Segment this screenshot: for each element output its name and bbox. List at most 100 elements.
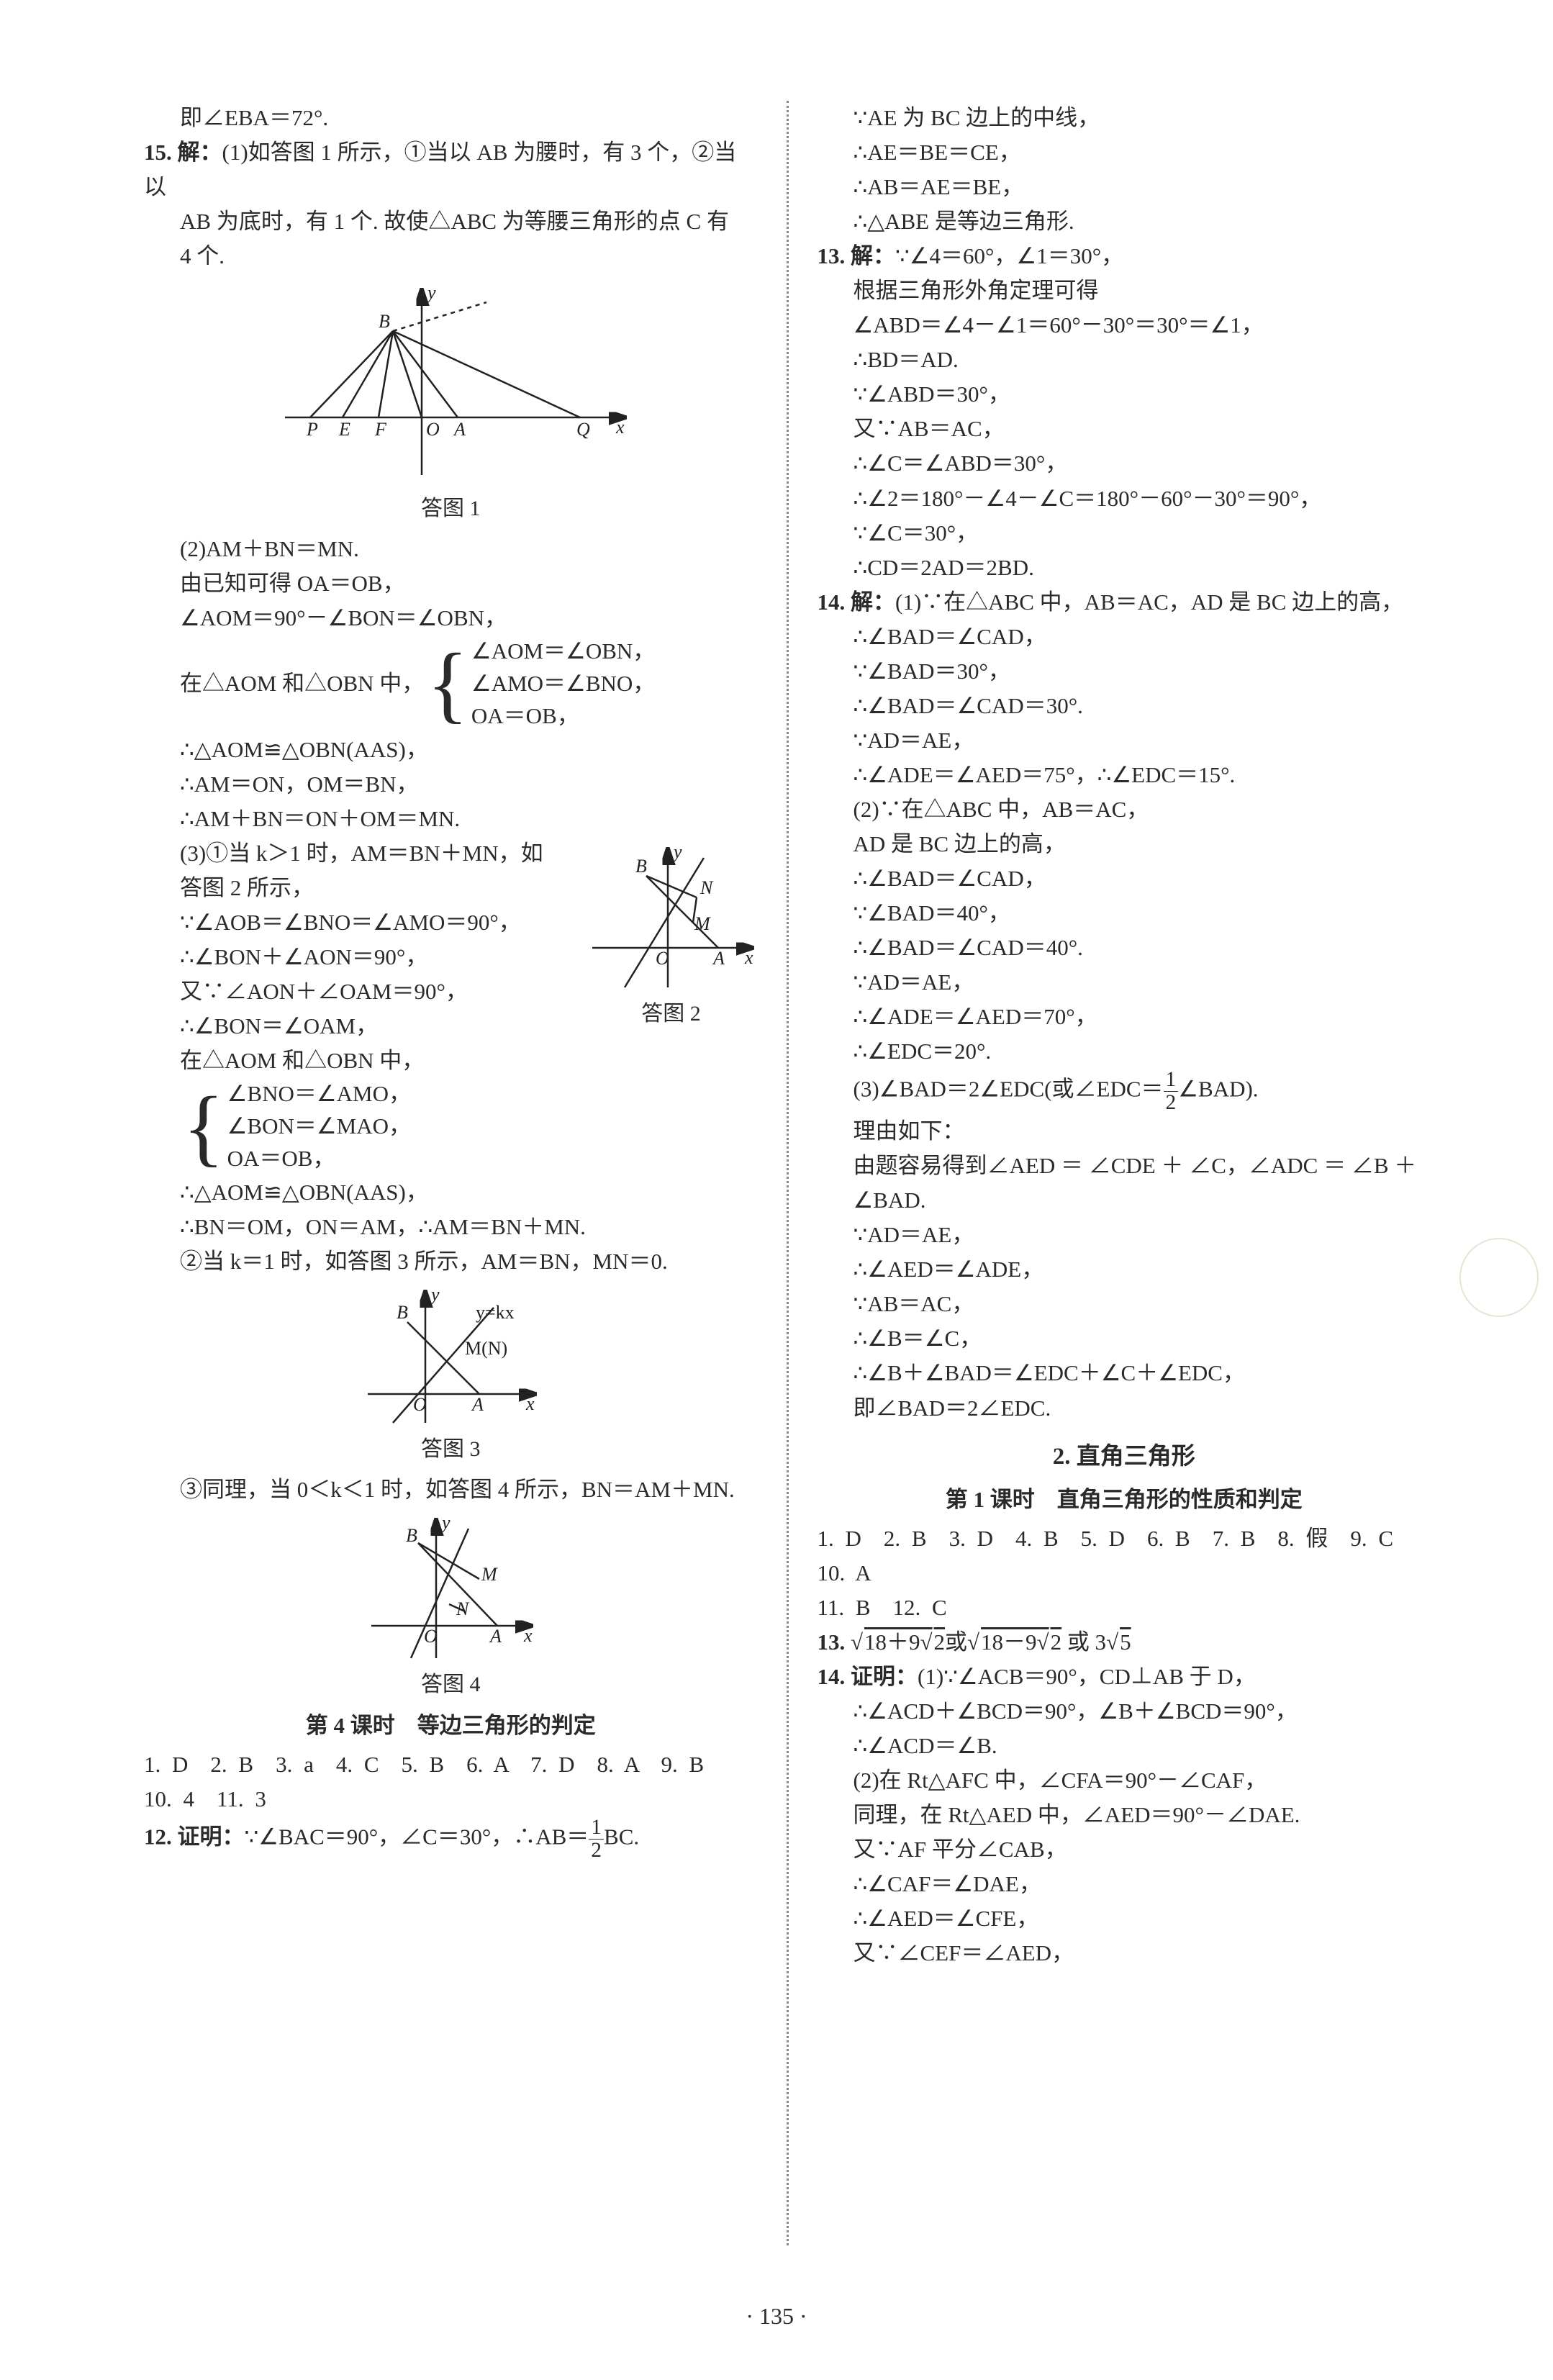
q15-2f: ∴AM＝ON，OM＝BN， [144, 767, 758, 802]
q14o: (3)∠BAD＝2∠EDC(或∠EDC＝12∠BAD). [818, 1069, 1431, 1114]
figure-1: PE FO AQ xy B [271, 281, 630, 489]
fig2-caption: 答图 2 [585, 997, 758, 1031]
q15-2b: 由已知可得 OA＝OB， [144, 566, 758, 601]
frac-half-2: 12 [1164, 1069, 1179, 1114]
page-container: 即∠EBA＝72°. 15. 解：(1)如答图 1 所示，①当以 AB 为腰时，… [144, 101, 1431, 2245]
q14b-line: 14. 证明：(1)∵∠ACB＝90°，CD⊥AB 于 D， [818, 1660, 1431, 1694]
sqrt3: 5 [1118, 1629, 1131, 1655]
q13c: ∠ABD＝∠4－∠1＝60°－30°＝30°＝∠1， [818, 308, 1431, 343]
svg-text:N: N [699, 877, 714, 898]
svg-text:y=kx: y=kx [476, 1302, 515, 1323]
q13b-or2: 或 3 [1061, 1629, 1106, 1655]
svg-text:B: B [406, 1525, 417, 1546]
right-column: ∵AE 为 BC 边上的中线， ∴AE＝BE＝CE， ∴AB＝AE＝BE， ∴△… [818, 101, 1431, 2245]
svg-text:O: O [656, 948, 669, 969]
q15-2g: ∴AM＋BN＝ON＋OM＝MN. [144, 802, 758, 836]
fig2-wrap: BN M OA xy 答图 2 [585, 836, 758, 1037]
q14i: ∴∠BAD＝∠CAD， [818, 861, 1431, 896]
q15-3j: ∴BN＝OM，ON＝AM，∴AM＝BN＋MN. [144, 1210, 758, 1244]
section4-title: 第 4 课时 等边三角形的判定 [144, 1709, 758, 1743]
q14b-b: ∴∠ACD＋∠BCD＝90°，∠B＋∠BCD＝90°， [818, 1694, 1431, 1729]
svg-text:x: x [525, 1393, 535, 1414]
q15-line1: 15. 解：(1)如答图 1 所示，①当以 AB 为腰时，有 3 个，②当以 [144, 135, 758, 204]
q14b-g: ∴∠CAF＝∠DAE， [818, 1867, 1431, 1901]
svg-text:A: A [453, 419, 466, 440]
q13f: 又∵AB＝AC， [818, 412, 1431, 446]
q15-2e: ∴△AOM≌△OBN(AAS)， [144, 733, 758, 767]
q15-1c: 4 个. [144, 239, 758, 273]
q14t: ∴∠AED＝∠ADE， [818, 1252, 1431, 1287]
r2: ∴AE＝BE＝CE， [818, 135, 1431, 170]
svg-text:E: E [338, 419, 350, 440]
q13d: ∴BD＝AD. [818, 343, 1431, 377]
q14s: ∵AD＝AE， [818, 1218, 1431, 1252]
q15-3i: ∴△AOM≌△OBN(AAS)， [144, 1175, 758, 1210]
svg-text:O: O [413, 1394, 427, 1415]
q12-text-a: ∵∠BAC＝90°，∠C＝30°，∴AB＝ [245, 1824, 589, 1850]
q15-2d-2: ∠AMO＝∠BNO， [471, 668, 655, 700]
q14b: ∴∠BAD＝∠CAD， [818, 620, 1431, 654]
section2-title: 2. 直角三角形 [818, 1439, 1431, 1475]
q13b-line: 13. √18＋9√2或√18－9√2 或 3√5 [818, 1625, 1431, 1660]
q14o-a: (3)∠BAD＝2∠EDC(或∠EDC＝ [854, 1077, 1164, 1102]
q15-3-block: (3)①当 k＞1 时，AM＝BN＋MN，如 答图 2 所示， ∵∠AOB＝∠B… [144, 836, 758, 1078]
q14x: 即∠BAD＝2∠EDC. [818, 1391, 1431, 1426]
q14w: ∴∠B＋∠BAD＝∠EDC＋∠C＋∠EDC， [818, 1356, 1431, 1390]
svg-text:O: O [426, 419, 440, 440]
q14b-d: (2)在 Rt△AFC 中，∠CFA＝90°－∠CAF， [818, 1763, 1431, 1798]
svg-text:M: M [694, 913, 711, 934]
q12-line: 12. 证明：∵∠BAC＝90°，∠C＝30°，∴AB＝12BC. [144, 1816, 758, 1862]
r4: ∴△ABE 是等边三角形. [818, 204, 1431, 239]
q14b-a: (1)∵∠ACB＝90°，CD⊥AB 于 D， [918, 1664, 1256, 1689]
q15-3h-2: ∠BON＝∠MAO， [227, 1110, 411, 1143]
watermark-stamp-icon [1459, 1238, 1539, 1317]
q15-3c: ∵∠AOB＝∠BNO＝∠AMO＝90°， [180, 905, 571, 940]
svg-text:N: N [456, 1598, 470, 1619]
q13b-mid: 或 [945, 1629, 967, 1655]
svg-text:x: x [523, 1625, 533, 1646]
q14h: AD 是 BC 边上的高， [818, 827, 1431, 861]
q13-label: 13. 解： [818, 243, 896, 268]
svg-text:y: y [671, 843, 682, 862]
svg-text:M(N): M(N) [465, 1338, 507, 1359]
q14b-e: 同理，在 Rt△AED 中，∠AED＝90°－∠DAE. [818, 1798, 1431, 1832]
q13i: ∵∠C＝30°， [818, 516, 1431, 551]
q14l: ∵AD＝AE， [818, 965, 1431, 1000]
q14n: ∴∠EDC＝20°. [818, 1034, 1431, 1069]
line-eba: 即∠EBA＝72°. [144, 101, 758, 135]
svg-text:M: M [481, 1564, 498, 1585]
svg-text:P: P [306, 419, 318, 440]
svg-text:B: B [635, 856, 647, 877]
svg-text:B: B [397, 1302, 408, 1323]
q15-2d-brace: 在△AOM 和△OBN 中， { ∠AOM＝∠OBN， ∠AMO＝∠BNO， O… [144, 635, 758, 733]
figure-3: B y=kx M(N) OA xy [357, 1286, 544, 1430]
svg-text:A: A [489, 1626, 502, 1647]
q13e: ∵∠ABD＝30°， [818, 377, 1431, 412]
q14d: ∴∠BAD＝∠CAD＝30°. [818, 689, 1431, 723]
page-number: · 135 · [0, 2303, 1553, 2330]
q15-3-text: (3)①当 k＞1 时，AM＝BN＋MN，如 答图 2 所示， ∵∠AOB＝∠B… [180, 836, 571, 1078]
ans2-row1: 1. D 2. B 3. D 4. B 5. D 6. B 7. B 8. 假 … [818, 1521, 1431, 1591]
answers4-row1: 1. D 2. B 3. a 4. C 5. B 6. A 7. D 8. A … [144, 1747, 758, 1782]
q15-3e: 又∵∠AON＋∠OAM＝90°， [180, 974, 571, 1009]
r3: ∴AB＝AE＝BE， [818, 170, 1431, 204]
q15-3h-brace: { ∠BNO＝∠AMO， ∠BON＝∠MAO， OA＝OB， [144, 1078, 758, 1175]
q12-text-b: BC. [604, 1824, 639, 1850]
q13a: ∵∠4＝60°，∠1＝30°， [895, 243, 1123, 268]
q13b: 根据三角形外角定理可得 [818, 273, 1431, 308]
q15-label: 15. 解： [144, 140, 222, 165]
svg-text:B: B [379, 311, 390, 332]
sqrt2b: 2 [1049, 1629, 1062, 1655]
q15-2a: (2)AM＋BN＝MN. [144, 532, 758, 566]
lesson1-title: 第 1 课时 直角三角形的性质和判定 [818, 1483, 1431, 1517]
r1: ∵AE 为 BC 边上的中线， [818, 101, 1431, 135]
q15-3h-3: OA＝OB， [227, 1143, 411, 1175]
q15-3l: ③同理，当 0＜k＜1 时，如答图 4 所示，BN＝AM＋MN. [144, 1472, 758, 1507]
sqrt1b: 2 [933, 1629, 946, 1655]
q15-2c: ∠AOM＝90°－∠BON＝∠OBN， [144, 601, 758, 635]
svg-text:O: O [424, 1626, 438, 1647]
svg-text:A: A [712, 948, 725, 969]
figure-4: BM N OA xy [364, 1514, 537, 1665]
q13h: ∴∠2＝180°－∠4－∠C＝180°－60°－30°＝90°， [818, 481, 1431, 516]
svg-text:x: x [615, 417, 625, 438]
